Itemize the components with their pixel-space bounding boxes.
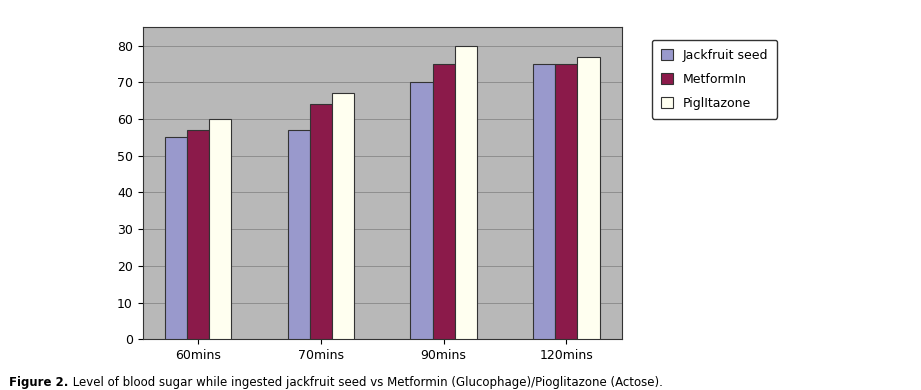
Bar xyxy=(533,64,555,339)
Bar xyxy=(187,130,209,339)
Bar xyxy=(165,137,187,339)
Bar xyxy=(287,130,309,339)
Bar xyxy=(209,119,231,339)
Legend: Jackfruit seed, MetformIn, PiglItazone: Jackfruit seed, MetformIn, PiglItazone xyxy=(652,40,777,119)
Bar xyxy=(332,93,354,339)
Bar xyxy=(309,105,332,339)
Bar xyxy=(555,64,577,339)
Bar xyxy=(411,82,433,339)
Text: Figure 2.: Figure 2. xyxy=(9,376,68,389)
Bar xyxy=(433,64,455,339)
Text: Level of blood sugar while ingested jackfruit seed vs Metformin (Glucophage)/Pio: Level of blood sugar while ingested jack… xyxy=(69,376,663,389)
Bar xyxy=(577,57,600,339)
Bar xyxy=(455,46,477,339)
